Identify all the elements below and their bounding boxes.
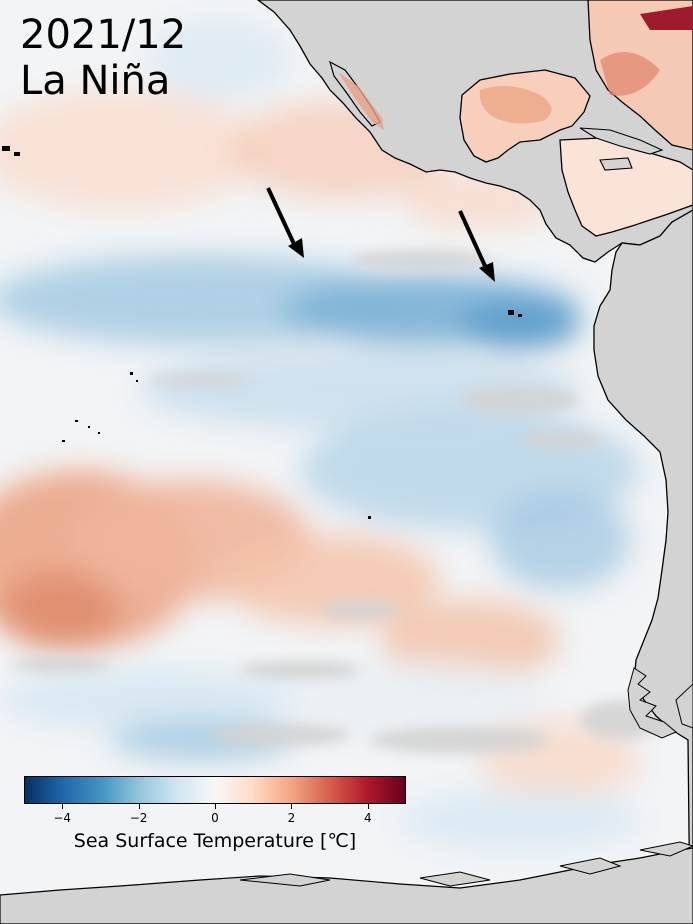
map-title: 2021/12 La Niña [20, 12, 186, 104]
south-america-land [593, 209, 693, 924]
hispaniola-island [599, 157, 633, 171]
colorbar [24, 776, 406, 804]
annotation-arrowhead [288, 238, 304, 258]
antarctica-land [0, 847, 693, 924]
colorbar-tick [138, 804, 140, 809]
caribbean-sea [559, 137, 693, 237]
annotation-arrow [458, 210, 487, 267]
title-date: 2021/12 [20, 12, 187, 58]
colorbar-tick [367, 804, 369, 809]
title-event: La Niña [20, 58, 171, 104]
gulf-of-california [338, 72, 384, 130]
pacific-islands [2, 146, 522, 519]
colorbar-tick-label: 0 [211, 811, 219, 825]
antarctic-islands [239, 841, 693, 887]
annotation-arrowhead [479, 262, 495, 282]
colorbar-tick-label: 2 [287, 811, 296, 825]
fjord-coastline [627, 667, 693, 739]
annotation-arrows [266, 187, 495, 282]
colorbar-tick-label: −4 [53, 811, 72, 825]
colorbar-tick [62, 804, 64, 809]
colorbar-tick-label: 4 [363, 811, 372, 825]
colorbar-label: Sea Surface Temperature [℃] [73, 830, 357, 852]
colorbar-ticks: −4 −2 0 2 4 [24, 804, 406, 825]
colorbar-tick [215, 804, 216, 809]
annotation-arrow [266, 187, 296, 245]
cuba-island [579, 127, 664, 155]
colorbar-tick-label: −2 [129, 811, 148, 825]
colorbar-tick [291, 804, 293, 809]
